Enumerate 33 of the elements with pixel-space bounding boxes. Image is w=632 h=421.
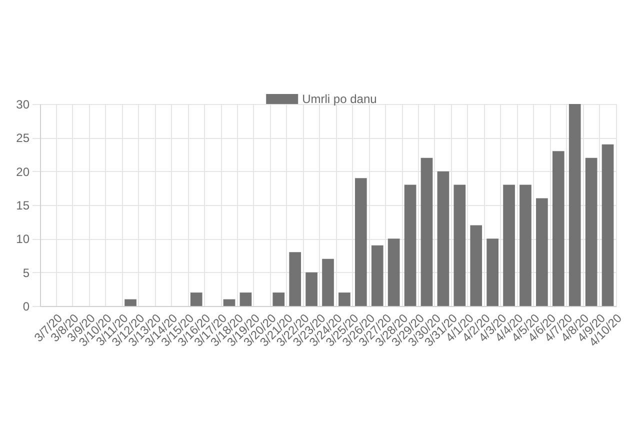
- y-tick-label: 5: [22, 266, 30, 280]
- bar: [223, 299, 236, 306]
- bar: [272, 292, 285, 306]
- y-tick-label: 10: [16, 232, 30, 246]
- bar: [306, 272, 318, 306]
- y-tick-label: 15: [16, 198, 30, 212]
- bar: [420, 158, 433, 306]
- bar: [289, 252, 302, 306]
- bar: [585, 158, 598, 306]
- bar: [486, 238, 498, 306]
- bar: [322, 258, 334, 306]
- bar: [338, 292, 350, 306]
- bar: [602, 144, 614, 306]
- bar: [388, 238, 400, 306]
- y-tick-label: 20: [16, 164, 30, 179]
- bar: [354, 178, 367, 306]
- bar: [371, 245, 384, 306]
- bar: [124, 299, 136, 306]
- bar: [190, 292, 202, 306]
- legend-label: Umrli po danu: [302, 92, 377, 106]
- bar: [470, 225, 482, 306]
- bar: [503, 184, 515, 306]
- y-tick-label: 25: [16, 131, 30, 146]
- bar: [437, 171, 450, 306]
- y-tick-label: 0: [22, 300, 30, 314]
- bar: [552, 151, 564, 306]
- bar: [568, 104, 581, 306]
- bar: [520, 184, 532, 306]
- y-tick-label: 30: [16, 98, 30, 112]
- bar: [536, 198, 548, 306]
- bar: [240, 292, 252, 306]
- bar: [454, 184, 466, 306]
- bar: [404, 184, 416, 306]
